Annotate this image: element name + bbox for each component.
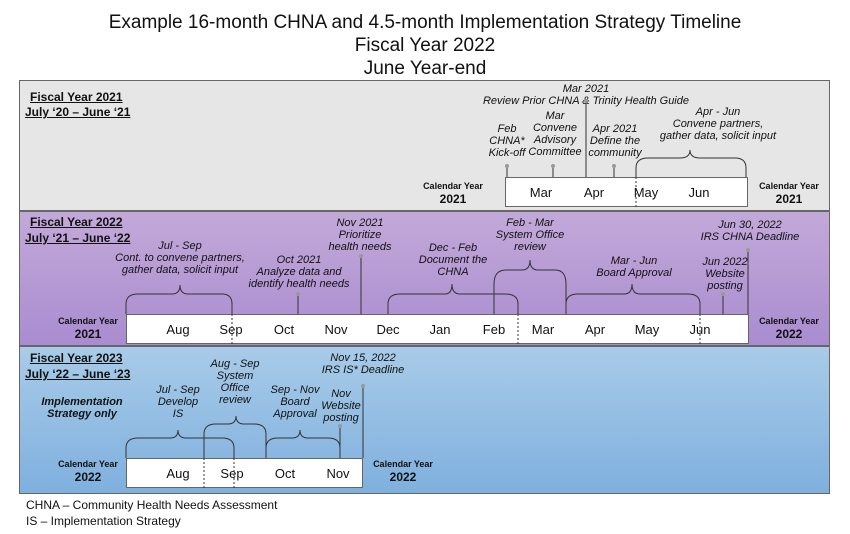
- band3-month: Aug: [166, 466, 190, 481]
- band1-define-label: Apr 2021 Define the community: [588, 123, 642, 159]
- band3-system-label: Aug - Sep System Office review: [210, 358, 260, 406]
- band3-impl-note: Implementation Strategy only: [41, 396, 123, 420]
- convene-brace: [635, 149, 747, 177]
- fy2022-heading: Fiscal Year 2022: [30, 215, 123, 229]
- fy2023-heading: Fiscal Year 2023: [30, 351, 123, 365]
- document-brace: [387, 283, 519, 314]
- band3-month: Sep: [220, 466, 244, 481]
- band2-month: Oct: [273, 322, 295, 337]
- band2-month: Sep: [219, 322, 243, 337]
- band1-review-label: Mar 2021 Review Prior CHNA & Trinity Hea…: [482, 83, 689, 107]
- title-line-1: Example 16-month CHNA and 4.5-month Impl…: [108, 12, 742, 33]
- band1-month: May: [633, 185, 659, 200]
- band2-month: Nov: [324, 322, 348, 337]
- band1-advisory-label: Mar Convene Advisory Committee: [528, 110, 582, 158]
- band3-cal-left: Calendar Year 2022: [58, 459, 118, 484]
- legend-chna: CHNA – Community Health Needs Assessment: [26, 498, 278, 512]
- fy2021-range: July ‘20 – June ‘21: [25, 105, 131, 119]
- band3-cal-right: Calendar Year 2022: [373, 459, 433, 484]
- band2-analyze-label: Oct 2021 Analyze data and identify healt…: [248, 254, 350, 290]
- band3-website-label: Nov Website posting: [321, 388, 361, 424]
- band1-convene-label: Apr - Jun Convene partners, gather data,…: [659, 106, 777, 142]
- band3-develop-label: Jul - Sep Develop IS: [156, 384, 200, 420]
- board-brace-3: [265, 429, 341, 458]
- title-line-2: Fiscal Year 2022: [354, 35, 496, 56]
- band2-month: May: [634, 322, 660, 337]
- band1-kickoff-label: Feb CHNA* Kick-off: [488, 123, 526, 159]
- system-brace-3: [203, 415, 267, 458]
- band3-month: Oct: [274, 466, 296, 481]
- band2-timeline-bar: [126, 314, 749, 344]
- band1-month: Apr: [583, 185, 605, 200]
- fy2023-range: July ‘22 – June ‘23: [25, 367, 131, 381]
- band2-system-label: Feb - Mar System Office review: [495, 217, 565, 253]
- fy2022-range: July ‘21 – June ‘22: [25, 231, 131, 245]
- band2-cont-label: Jul - Sep Cont. to convene partners, gat…: [115, 240, 245, 276]
- band1-cal-right: Calendar Year 2021: [759, 181, 819, 206]
- band2-deadline-label: Jun 30, 2022 IRS CHNA Deadline: [700, 219, 800, 243]
- band3-month: Nov: [326, 466, 350, 481]
- band3-timeline-bar: [126, 458, 363, 488]
- legend-is: IS – Implementation Strategy: [26, 514, 181, 528]
- band2-month: Jun: [689, 322, 711, 337]
- band2-month: Apr: [584, 322, 606, 337]
- band2-document-label: Dec - Feb Document the CHNA: [418, 242, 488, 278]
- board-brace: [565, 283, 701, 314]
- system-brace: [493, 259, 567, 314]
- cont-brace: [125, 284, 233, 314]
- band2-board-label: Mar - Jun Board Approval: [596, 255, 672, 279]
- band2-cal-left: Calendar Year 2021: [58, 316, 118, 341]
- band2-month: Jan: [429, 322, 451, 337]
- band2-month: Aug: [166, 322, 190, 337]
- band3-deadline-label: Nov 15, 2022 IRS IS* Deadline: [321, 352, 405, 376]
- band2-website-label: Jun 2022 Website posting: [702, 256, 748, 292]
- fy2021-heading: Fiscal Year 2021: [30, 90, 123, 104]
- band2-month: Mar: [531, 322, 555, 337]
- band2-month: Feb: [482, 322, 506, 337]
- develop-brace: [125, 429, 235, 458]
- band2-month: Dec: [376, 322, 400, 337]
- band2-cal-right: Calendar Year 2022: [759, 316, 819, 341]
- band1-month: Jun: [688, 185, 710, 200]
- band1-timeline-bar: [505, 177, 748, 207]
- band1-cal-left: Calendar Year 2021: [423, 181, 483, 206]
- title-line-3: June Year-end: [363, 58, 487, 79]
- band2-prioritize-label: Nov 2021 Prioritize health needs: [328, 217, 392, 253]
- band1-month: Mar: [529, 185, 553, 200]
- band3-board-label: Sep - Nov Board Approval: [270, 384, 320, 420]
